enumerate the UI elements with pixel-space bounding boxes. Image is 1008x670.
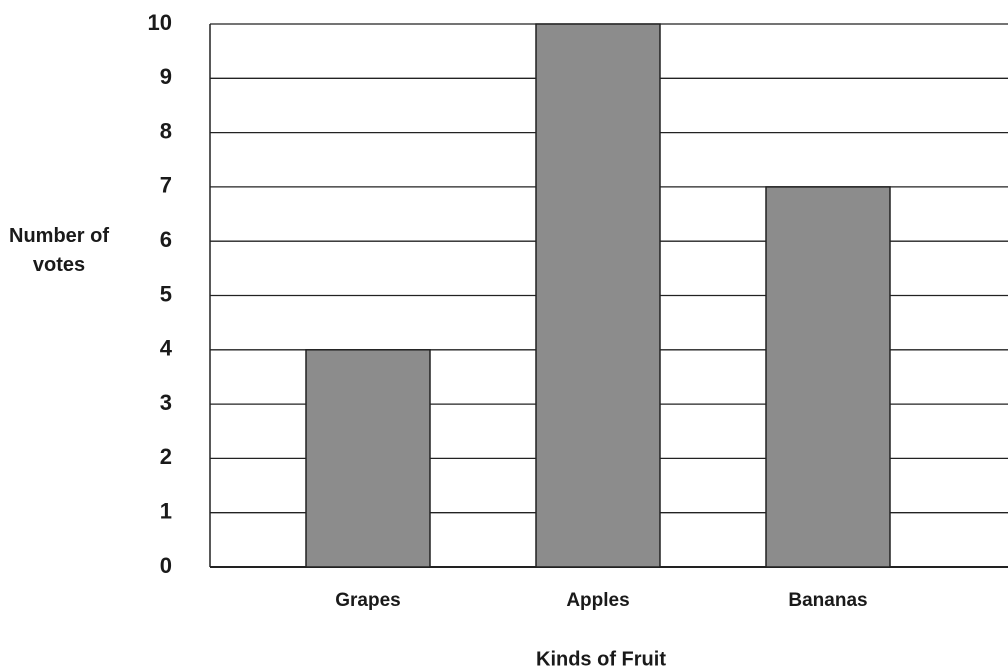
bar — [536, 24, 660, 567]
y-tick-label: 10 — [148, 10, 172, 35]
y-tick-label: 2 — [160, 444, 172, 469]
y-tick-label: 8 — [160, 118, 172, 143]
y-axis-title: Number of votes — [4, 222, 114, 280]
chart: Kinds of Fruit 0 1 2 3 4 5 6 7 8 9 10 Grapes Apples B… — [0, 0, 1008, 670]
x-tick-label: Grapes — [335, 590, 400, 611]
x-tick-label: Apples — [566, 590, 629, 611]
y-tick-label: 1 — [160, 499, 172, 524]
y-tick-label: 6 — [160, 227, 172, 252]
y-tick-label: 4 — [160, 336, 173, 361]
y-tick-label: 3 — [160, 390, 172, 415]
y-tick-label: 5 — [160, 281, 172, 306]
y-tick-label: 9 — [160, 64, 172, 89]
bar — [766, 187, 890, 567]
y-tick-label: 7 — [160, 173, 172, 198]
y-tick-label: 0 — [160, 553, 172, 578]
x-axis-title: Kinds of Fruit — [536, 648, 666, 670]
x-tick-label: Bananas — [788, 590, 867, 611]
page: Kinds of Fruit 0 1 2 3 4 5 6 7 8 9 10 Grapes Apples B… — [0, 0, 1008, 670]
bar — [306, 350, 430, 567]
